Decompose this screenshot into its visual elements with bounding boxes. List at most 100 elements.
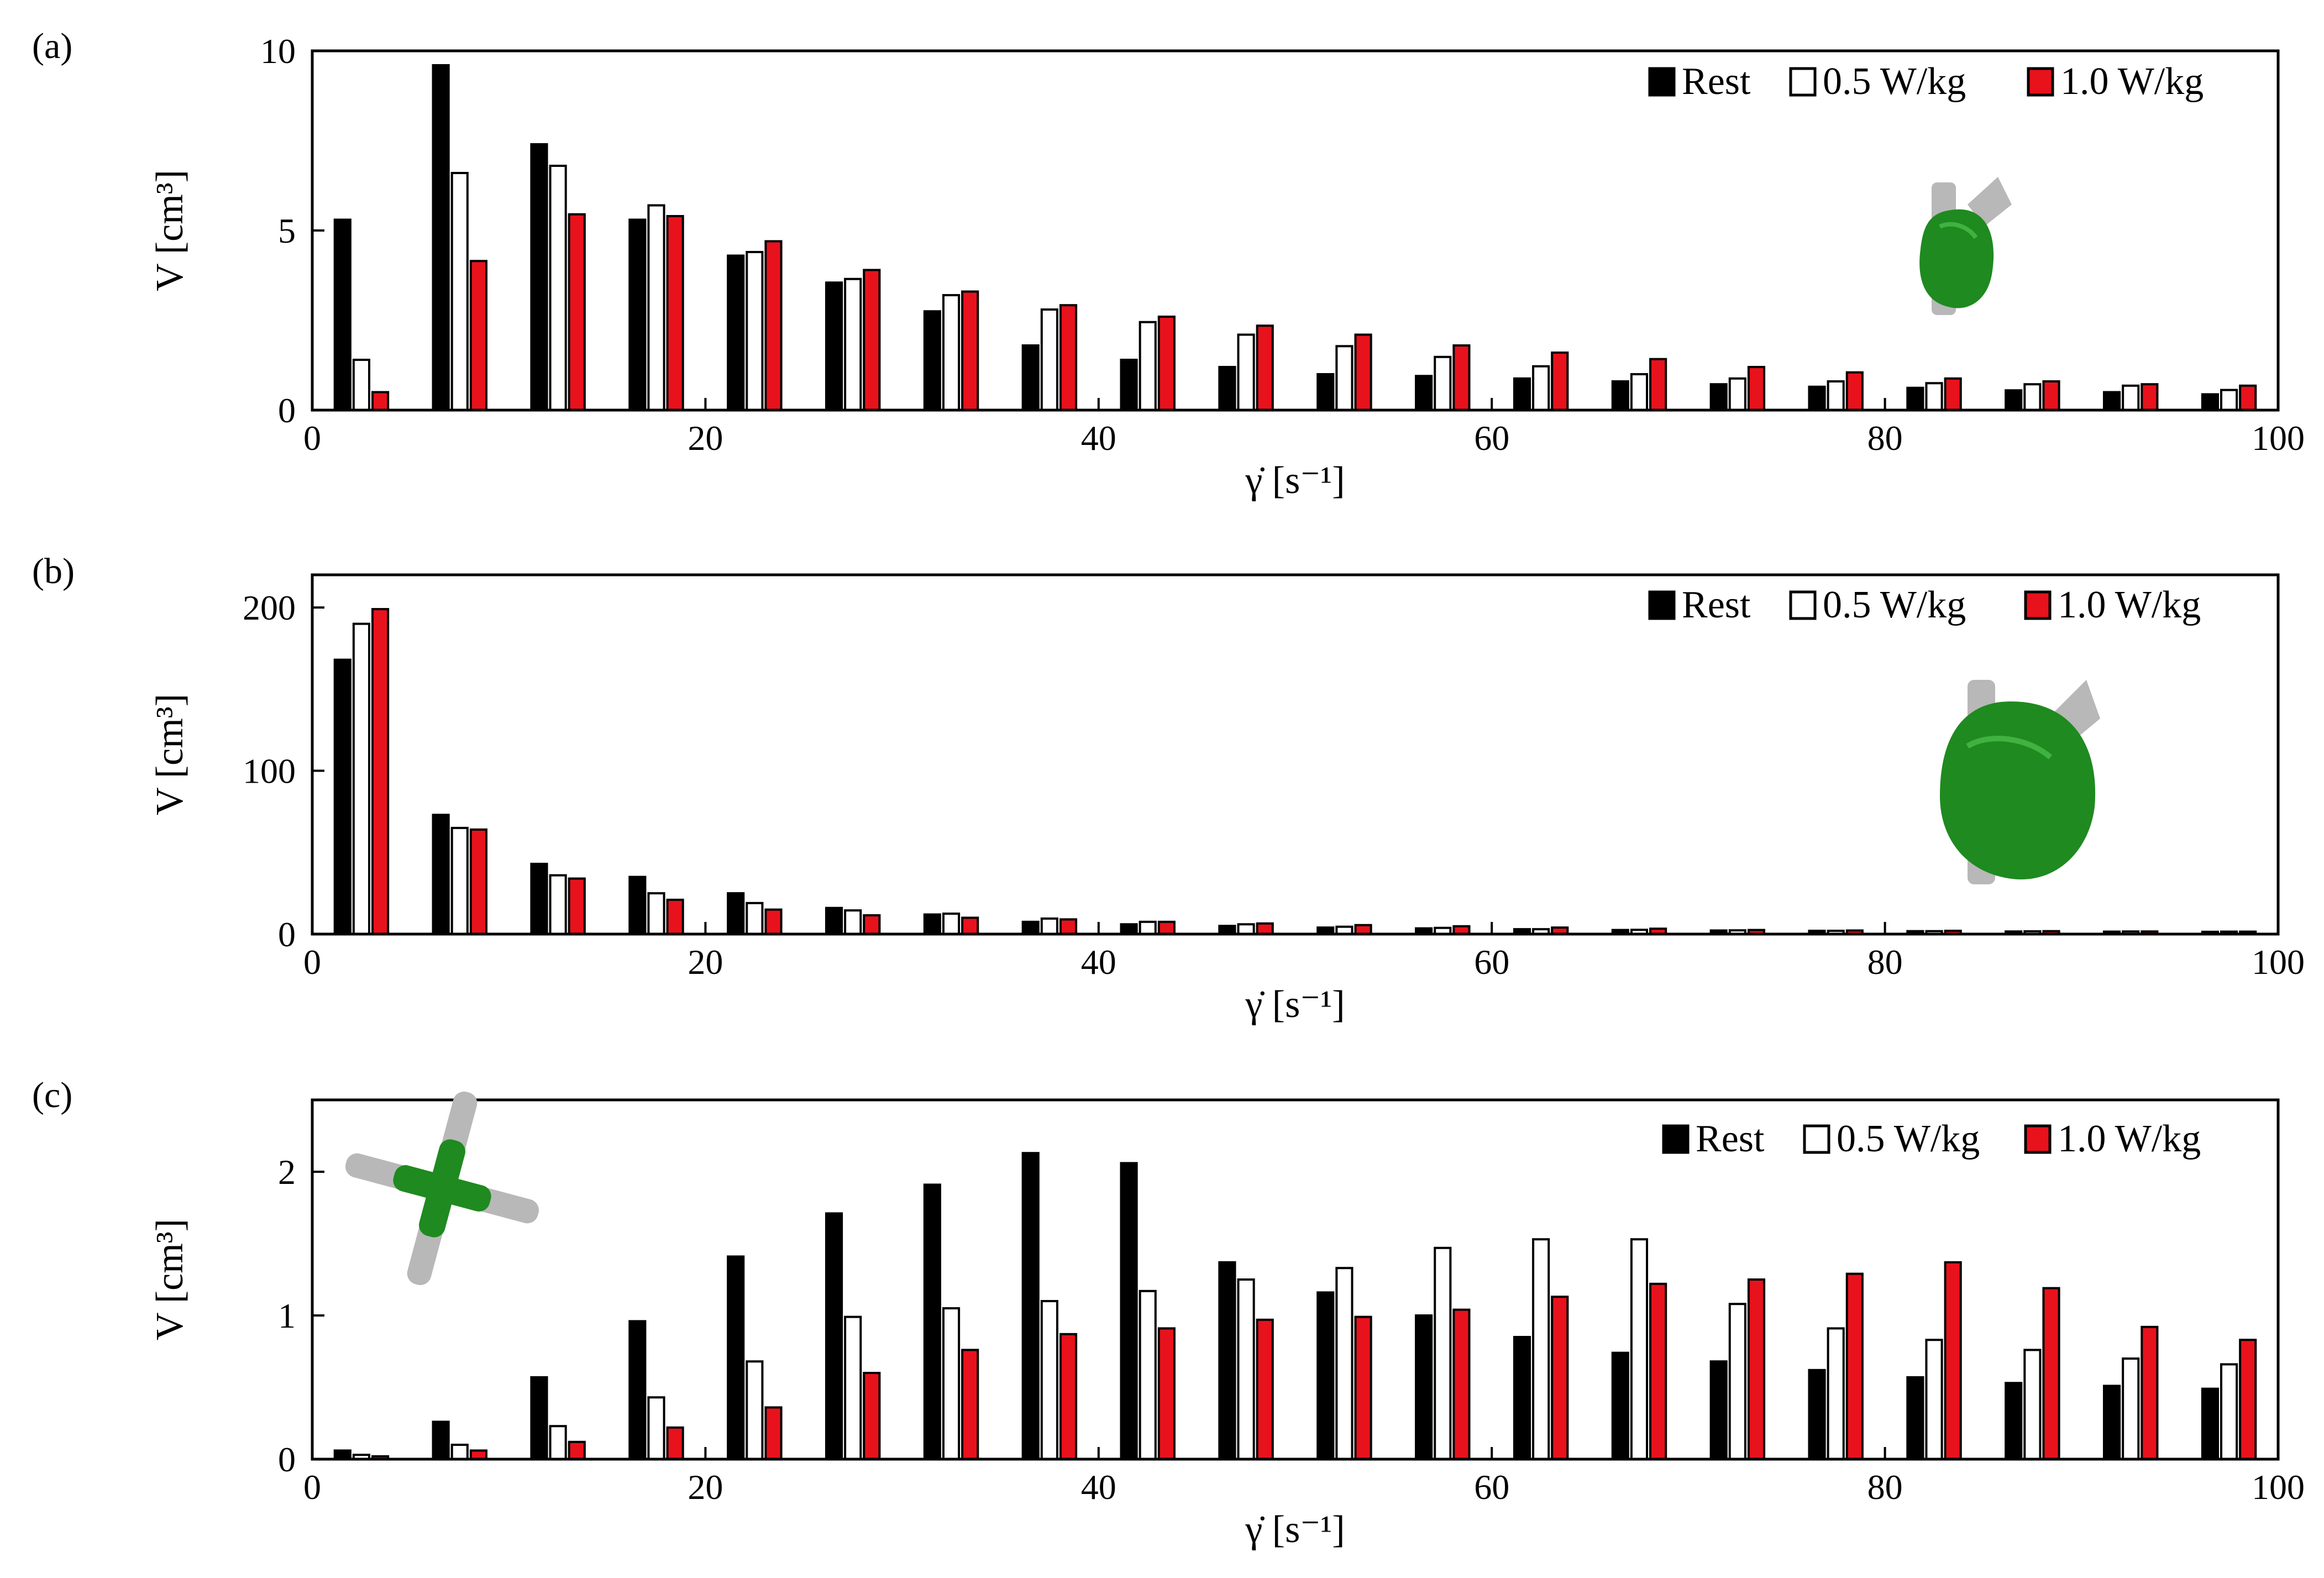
atrium-model-icon bbox=[1919, 177, 2012, 315]
bar bbox=[469, 828, 487, 935]
bar bbox=[1021, 920, 1040, 936]
bar bbox=[549, 1425, 567, 1460]
bar bbox=[2103, 1385, 2121, 1460]
bar bbox=[923, 310, 941, 411]
bar bbox=[1415, 1314, 1433, 1460]
bar bbox=[863, 1372, 881, 1460]
bar bbox=[568, 213, 586, 411]
bar bbox=[666, 1426, 684, 1461]
bar bbox=[1237, 1278, 1255, 1460]
y-axis-label: V [cm³] bbox=[149, 1219, 191, 1340]
bar bbox=[961, 916, 979, 936]
x-tick-label: 60 bbox=[1474, 942, 1509, 982]
bar bbox=[1925, 1339, 1943, 1460]
bar bbox=[1237, 923, 1255, 935]
legend-label: Rest bbox=[1682, 60, 1751, 103]
x-tick-label: 80 bbox=[1867, 942, 1903, 982]
bar bbox=[825, 1212, 843, 1460]
bar bbox=[1728, 1303, 1746, 1460]
bar bbox=[1551, 1296, 1569, 1460]
panel-a: (a) 0 20 40 60 80 100 0 5 10 γ̇ [s⁻¹] V [cm³] Rest 0.… bbox=[32, 26, 2305, 502]
bar bbox=[1747, 366, 1766, 411]
bar bbox=[727, 1255, 745, 1460]
bar bbox=[352, 622, 370, 935]
bar bbox=[1256, 922, 1274, 935]
bar bbox=[450, 1444, 469, 1460]
legend-label: 0.5 W/kg bbox=[1823, 60, 1966, 103]
bar bbox=[1218, 1261, 1236, 1461]
bar bbox=[1532, 1238, 1550, 1460]
bar bbox=[1532, 365, 1550, 412]
bar bbox=[1513, 377, 1531, 411]
bar bbox=[1551, 352, 1569, 411]
bar bbox=[1827, 1327, 1845, 1460]
x-tick-label: 0 bbox=[303, 942, 321, 982]
bar bbox=[2023, 1349, 2042, 1460]
legend-label: 1.0 W/kg bbox=[2058, 584, 2201, 626]
bar bbox=[530, 862, 548, 936]
bar bbox=[2005, 1382, 2023, 1460]
x-tick-label: 60 bbox=[1474, 1467, 1509, 1507]
legend-label: Rest bbox=[1696, 1118, 1765, 1160]
plot-frame bbox=[311, 1098, 2280, 1461]
plot-frame bbox=[311, 573, 2280, 936]
bar bbox=[1120, 923, 1138, 935]
bar bbox=[2201, 1387, 2220, 1461]
x-tick-label: 100 bbox=[2252, 942, 2305, 982]
w10-swatch bbox=[2024, 1124, 2052, 1154]
bar bbox=[2201, 393, 2220, 412]
bar bbox=[371, 608, 390, 935]
bar bbox=[1709, 1360, 1728, 1460]
bar bbox=[647, 892, 665, 935]
bar bbox=[2122, 1357, 2140, 1460]
y-tick-label: 1 bbox=[278, 1296, 296, 1335]
bar bbox=[647, 204, 665, 411]
bar bbox=[825, 281, 843, 411]
bar bbox=[628, 875, 647, 936]
bar bbox=[942, 294, 961, 411]
bar bbox=[469, 260, 487, 411]
bar bbox=[450, 172, 469, 411]
bar bbox=[942, 1307, 961, 1460]
bar bbox=[1434, 1246, 1452, 1461]
bar bbox=[1139, 920, 1157, 936]
x-tick-label: 60 bbox=[1474, 418, 1509, 458]
bar bbox=[568, 877, 586, 935]
bar bbox=[1021, 1152, 1040, 1460]
bar bbox=[727, 892, 745, 935]
y-tick-label: 10 bbox=[260, 32, 296, 71]
y-tick-label: 0 bbox=[278, 915, 296, 954]
bar bbox=[844, 1315, 862, 1461]
bar bbox=[2239, 384, 2257, 411]
bar bbox=[863, 269, 881, 411]
bar bbox=[1630, 373, 1649, 411]
bar bbox=[1434, 355, 1452, 411]
w10-swatch bbox=[2027, 67, 2054, 97]
bar bbox=[764, 1406, 783, 1460]
panel-letter: (c) bbox=[32, 1075, 72, 1115]
bar bbox=[1845, 371, 1864, 411]
bar bbox=[844, 909, 862, 935]
bar bbox=[863, 914, 881, 935]
bar bbox=[432, 1420, 450, 1460]
legend-label: 0.5 W/kg bbox=[1823, 584, 1966, 626]
x-tick-label: 100 bbox=[2252, 1467, 2305, 1507]
bar bbox=[1452, 1308, 1471, 1461]
bar bbox=[549, 874, 567, 935]
bar bbox=[666, 898, 684, 936]
bar bbox=[1452, 344, 1471, 411]
bar bbox=[1157, 920, 1176, 936]
bar bbox=[628, 1320, 647, 1460]
bar bbox=[2103, 391, 2121, 411]
bar bbox=[1808, 1369, 1826, 1461]
bar bbox=[2042, 380, 2060, 411]
rest-swatch bbox=[1648, 67, 1676, 97]
rest-swatch bbox=[1648, 590, 1676, 620]
y-tick-label: 100 bbox=[243, 752, 296, 791]
panel-b: (b) 0 20 40 60 80 100 0 100 200 γ̇ [s⁻¹] V [cm³] Res… bbox=[32, 551, 2305, 1026]
legend-label: Rest bbox=[1682, 584, 1751, 626]
bar bbox=[923, 913, 941, 935]
bar bbox=[1415, 375, 1433, 411]
rest-swatch bbox=[1662, 1124, 1690, 1154]
bar bbox=[1649, 358, 1667, 412]
